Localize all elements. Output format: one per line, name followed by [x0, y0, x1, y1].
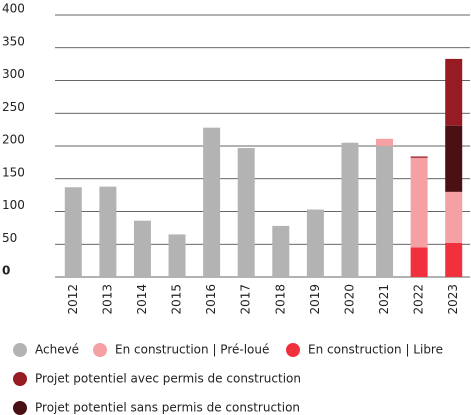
legend-label: En construction | Pré-loué: [115, 343, 269, 357]
legend-label: Projet potentiel sans permis de construc…: [35, 401, 300, 415]
x-tick-label: 2023: [446, 284, 460, 315]
legend-swatch: [93, 343, 107, 357]
legend-label: Projet potentiel avec permis de construc…: [35, 372, 301, 386]
y-tick-label: 0: [2, 264, 10, 278]
bar-segment: [64, 187, 82, 277]
y-tick-label: 100: [2, 198, 25, 212]
bar-segment: [203, 127, 221, 277]
bar-segment: [133, 220, 151, 277]
bar-segment: [410, 157, 428, 248]
bar-segment: [445, 191, 463, 243]
x-tick-label: 2018: [273, 284, 287, 315]
bar-segment: [376, 138, 394, 146]
bar-segment: [306, 209, 324, 277]
y-tick-label: 250: [2, 100, 25, 114]
y-tick-label: 150: [2, 165, 25, 179]
y-tick-label: 200: [2, 133, 25, 147]
x-tick-label: 2019: [308, 284, 322, 315]
x-tick-label: 2012: [66, 284, 80, 315]
bar-segment: [376, 146, 394, 277]
x-tick-label: 2020: [342, 284, 356, 315]
x-tick-label: 2015: [170, 284, 184, 315]
y-tick-label: 50: [2, 231, 17, 245]
x-tick-label: 2017: [239, 284, 253, 315]
x-tick-label: 2016: [204, 284, 218, 315]
legend-swatch: [13, 372, 27, 386]
bar-segment: [272, 225, 290, 277]
legend-swatch: [13, 343, 27, 357]
legend-label: En construction | Libre: [308, 343, 443, 357]
x-tick-label: 2021: [377, 284, 391, 315]
bar-segment: [410, 247, 428, 277]
bar-segment: [237, 147, 255, 277]
bar-segment: [445, 242, 463, 277]
bar-segment: [99, 186, 117, 277]
bar-segment: [341, 142, 359, 277]
x-tick-label: 2022: [412, 284, 426, 315]
bar-segment: [445, 125, 463, 192]
legend-label: Achevé: [35, 343, 79, 357]
bar-segment: [410, 156, 428, 158]
legend-swatch: [286, 343, 300, 357]
x-tick-label: 2014: [135, 284, 149, 315]
y-tick-label: 350: [2, 34, 25, 48]
legend-swatch: [13, 401, 27, 415]
bar-segment: [168, 234, 186, 277]
x-tick-label: 2013: [100, 284, 114, 315]
y-tick-label: 300: [2, 67, 25, 81]
bar-segment: [445, 58, 463, 126]
y-tick-label: 400: [2, 2, 25, 16]
